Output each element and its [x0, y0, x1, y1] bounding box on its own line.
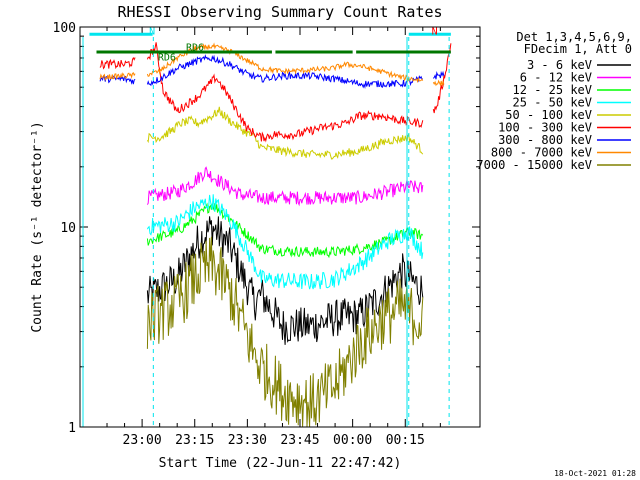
- axes: 1 10 100 23:00 23:15 23:30 23:45 00:00 00:15: [53, 21, 480, 448]
- flag-annotation: RD6: [158, 53, 176, 64]
- x-tick-label: 23:45: [280, 433, 319, 448]
- legend-label: 100 - 300 keV: [498, 121, 592, 135]
- x-tick-label: 00:15: [386, 433, 425, 448]
- flag-annotation: RD6: [186, 42, 204, 53]
- legend-label: 800 - 7000 keV: [491, 146, 592, 160]
- legend-label: 3 - 6 keV: [527, 58, 592, 72]
- x-tick-label: 00:00: [333, 433, 372, 448]
- series-line-12-25-kev: [146, 202, 424, 259]
- series-line-800-7000-kev: [99, 42, 445, 87]
- legend-label: 25 - 50 keV: [513, 96, 592, 110]
- series-line-300-800-kev: [99, 54, 445, 89]
- legend-label: 12 - 25 keV: [513, 83, 592, 97]
- legend-label: 50 - 100 keV: [505, 108, 592, 122]
- series-layer: [99, 42, 452, 428]
- y-axis-label: Count Rate (s⁻¹ detector⁻¹): [30, 121, 45, 332]
- plot-frame: [79, 26, 481, 428]
- plot-area: 1 10 100 23:00 23:15 23:30 23:45 00:00 00:15 N N R…: [53, 21, 481, 448]
- timestamp: 18-Oct-2021 01:28: [554, 469, 636, 478]
- series-line-3-6-kev: [146, 216, 424, 345]
- legend-label: 6 - 12 keV: [520, 71, 592, 85]
- x-tick-label: 23:15: [175, 433, 214, 448]
- legend: Det 1,3,4,5,6,9, FDecim 1, Att 0 3 - 6 k…: [476, 30, 632, 172]
- x-axis-label: Start Time (22-Jun-11 22:47:42): [159, 456, 402, 471]
- y-tick-label: 100: [53, 21, 76, 36]
- series-line-100-300-kev: [99, 42, 452, 143]
- series-line-50-100-kev: [146, 106, 424, 160]
- series-line-6-12-kev: [146, 166, 424, 207]
- series-line-7000-15000-kev: [146, 236, 424, 428]
- legend-label: 7000 - 15000 keV: [476, 158, 592, 172]
- legend-header-line-2: FDecim 1, Att 0: [524, 42, 632, 56]
- flag-layer: N N RD6 RD6: [82, 27, 451, 427]
- x-tick-label: 23:00: [123, 433, 162, 448]
- chart-title: RHESSI Observing Summary Count Rates: [117, 3, 442, 21]
- legend-header-line-1: Det 1,3,4,5,6,9,: [516, 30, 632, 44]
- y-tick-label: 1: [68, 421, 76, 436]
- flag-annotation: N: [149, 27, 155, 38]
- flag-annotation: N: [432, 27, 438, 38]
- y-tick-label: 10: [60, 221, 76, 236]
- series-line-25-50-kev: [146, 194, 424, 290]
- x-tick-label: 23:30: [228, 433, 267, 448]
- legend-label: 300 - 800 keV: [498, 133, 592, 147]
